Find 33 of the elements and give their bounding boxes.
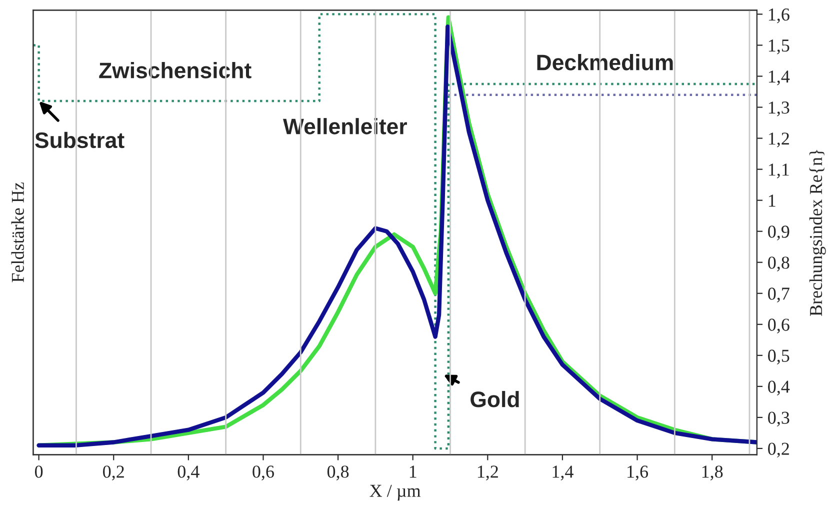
y2-tick-label: 0,9 [768,226,790,240]
annotation: Zwischensicht [99,62,252,78]
annotation: Substrat [35,132,124,148]
y2-tick-label: 1 [768,194,776,207]
x-tick-label: 1,8 [702,466,723,480]
x-tick-label: 1,2 [478,466,498,480]
y2-tick-label: 1,5 [768,40,790,54]
x-tick-label: 1,6 [628,466,648,480]
x-tick-label: 0,4 [178,466,200,480]
annotation: Deckmedium [537,54,673,70]
y2-tick-label: 0,5 [768,350,790,364]
y2-tick-label: 1,2 [768,132,789,148]
x-tick-label: 0,8 [327,466,349,480]
y2-tick-label: 0,2 [768,442,789,458]
y2-tick-label: 1,4 [768,70,790,86]
x-tick-label: 1 [410,466,416,478]
y2-tick-label: 0,8 [768,256,790,272]
x-tick-label: 0,6 [252,466,274,480]
x-tick-label: 0,2 [103,466,124,480]
y2-tick-label: 1,6 [768,8,790,24]
y2-tick-label: 0,4 [768,380,790,396]
y-axis-title: Feldstärke Hz [11,182,24,282]
annotation: Gold [470,390,519,408]
y2-axis-title: Brechungsindex Re{n} [809,150,826,316]
annotation: Wellenleiter [282,118,407,134]
y2-tick-label: 0,3 [768,412,790,426]
y2-tick-label: 1,1 [768,164,789,178]
x-tick-label: 0 [34,466,43,478]
y2-tick-label: 0,6 [768,318,790,334]
y2-tick-label: 1,3 [768,102,790,116]
x-tick-label: 1,4 [552,466,574,480]
y2-tick-label: 0,7 [768,288,790,302]
x-axis-title: X / µm [370,484,421,501]
